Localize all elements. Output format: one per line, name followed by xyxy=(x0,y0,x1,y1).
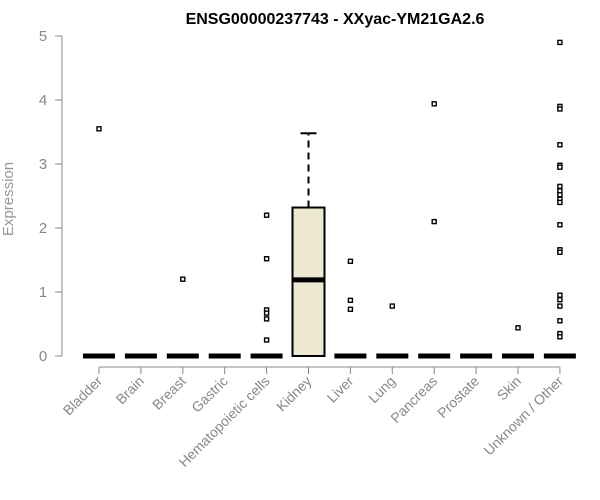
outlier-point xyxy=(347,297,354,304)
outlier-point xyxy=(96,126,102,132)
outlier-point xyxy=(557,222,563,228)
outlier-point xyxy=(557,192,563,198)
box-skin xyxy=(502,325,534,359)
outlier-point xyxy=(263,310,270,316)
x-tick-label: Liver xyxy=(324,373,357,406)
y-tick-label: 5 xyxy=(39,28,47,45)
outlier-point xyxy=(180,276,186,282)
y-tick-label: 4 xyxy=(39,92,47,109)
outlier-point xyxy=(515,325,521,331)
outlier-point xyxy=(557,142,563,148)
x-tick-label: Skin xyxy=(494,373,525,404)
outlier-point xyxy=(557,303,563,309)
chart-title: ENSG00000237743 - XXyac-YM21GA2.6 xyxy=(186,11,485,28)
outlier-point xyxy=(557,292,563,298)
x-tick-label: Lung xyxy=(365,373,398,406)
x-tick-label: Kidney xyxy=(273,373,315,415)
outlier-point xyxy=(263,212,270,218)
x-tick-label: Brain xyxy=(113,373,147,407)
outlier-point xyxy=(557,334,563,340)
outlier-point xyxy=(557,106,563,112)
box-unknown-other xyxy=(543,39,576,359)
outlier-point xyxy=(347,258,354,264)
x-tick-label: Bladder xyxy=(60,373,106,419)
boxes-group xyxy=(83,39,576,359)
y-axis-label: Expression xyxy=(0,162,17,236)
outlier-point xyxy=(557,296,563,303)
outlier-point xyxy=(557,39,563,46)
outlier-point xyxy=(389,303,395,309)
box-lung xyxy=(376,303,409,359)
x-tick-label: Unknown / Other xyxy=(480,373,566,459)
box-bladder xyxy=(83,126,115,359)
y-tick-label: 2 xyxy=(39,220,47,237)
y-axis: 0 1 2 3 4 5 xyxy=(39,28,63,365)
y-tick-label: 1 xyxy=(39,284,47,301)
outlier-point xyxy=(431,218,437,225)
outlier-point xyxy=(347,306,354,312)
x-tick-label: Breast xyxy=(149,373,189,413)
box-hematopoietic-cells xyxy=(250,212,283,359)
box-kidney xyxy=(291,132,326,357)
x-tick-label: Prostate xyxy=(434,373,482,421)
y-tick-label: 0 xyxy=(39,348,47,365)
outlier-point xyxy=(263,337,270,343)
outlier-point xyxy=(557,164,563,170)
box-breast xyxy=(166,276,199,359)
outlier-point xyxy=(557,249,563,256)
outlier-point xyxy=(263,316,270,322)
outlier-point xyxy=(557,318,563,324)
outlier-point xyxy=(431,101,437,107)
outlier-point xyxy=(263,256,270,262)
outlier-point xyxy=(557,183,563,190)
box-liver xyxy=(334,258,367,359)
outlier-point xyxy=(557,199,563,206)
y-tick-label: 3 xyxy=(39,156,47,173)
x-tick-label: Pancreas xyxy=(387,373,440,426)
box-pancreas xyxy=(418,101,451,359)
